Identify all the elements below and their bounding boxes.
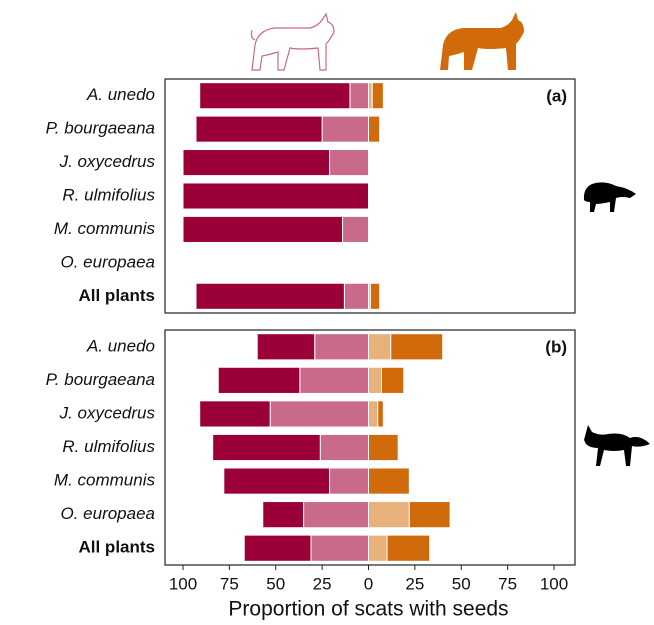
bar-segment [343,282,370,310]
x-tick-label: 75 [220,574,239,593]
lynx-filled-icon [440,12,524,70]
bar-segment [386,534,431,562]
category-label: J. oxycedrus [59,403,156,422]
bar-segment [380,366,405,394]
bar-segment [390,333,444,361]
category-label: P. bourgaeana [46,119,155,138]
bar-segment [195,282,345,310]
bar-segment [303,501,370,529]
fox-icon [584,425,650,466]
bar-segment [182,215,344,243]
panel-frame [164,78,576,314]
category-label: O. europaea [60,252,155,271]
bar-segment [368,534,388,562]
bar-segment [243,534,312,562]
bar-segment [182,149,331,177]
x-tick-label: 25 [313,574,332,593]
bar-segment [329,467,370,495]
category-label: All plants [78,538,155,557]
bar-segment [377,400,384,428]
bar-segment [262,501,305,529]
marten-icon [583,182,636,212]
category-label: A. unedo [86,85,155,104]
x-tick-label: 100 [540,574,568,593]
bar-segment [182,182,369,210]
category-label: All plants [78,286,155,305]
bar-segment [217,366,301,394]
bar-segment [368,400,379,428]
lynx-outline-icon [250,12,335,71]
bar-segment [368,82,373,110]
panel-frame [164,329,576,566]
bar-segment [199,400,271,428]
panel-label: (a) [546,86,567,105]
x-axis-title: Proportion of scats with seeds [228,598,508,621]
bar-segment [329,149,370,177]
category-label: R. ulmifolius [62,185,155,204]
panel-label: (b) [545,337,567,356]
category-label: P. bourgaeana [46,370,155,389]
bar-segment [319,433,369,462]
bar-segment [368,433,399,462]
category-label: J. oxycedrus [59,152,156,171]
bar-segment [256,333,316,361]
bar-segment [408,501,451,529]
x-tick-label: 50 [266,574,285,593]
bar-segment [368,333,392,361]
bar-segment [369,282,381,310]
bar-segment [368,501,410,529]
bar-segment [321,115,369,143]
bar-segment [299,366,369,394]
bar-segment [368,115,381,143]
category-label: O. europaea [60,504,155,523]
bar-segment [368,467,410,495]
bar-segment [195,115,323,143]
category-label: M. communis [54,219,156,238]
x-tick-label: 25 [405,574,424,593]
x-tick-label: 100 [169,574,197,593]
bar-segment [371,82,384,110]
x-tick-label: 75 [498,574,517,593]
bar-segment [349,82,370,110]
bar-segment [223,467,331,495]
bar-segment [314,333,369,361]
bar-segment [310,534,369,562]
category-label: R. ulmifolius [62,437,155,456]
x-tick-label: 50 [452,574,471,593]
x-tick-label: 0 [364,574,373,593]
bar-segment [342,215,369,243]
bar-segment [269,400,369,428]
category-label: M. communis [54,471,156,490]
bar-segment [212,433,321,462]
bar-segment [199,82,351,110]
bar-segment [368,366,382,394]
category-label: A. unedo [86,336,155,355]
